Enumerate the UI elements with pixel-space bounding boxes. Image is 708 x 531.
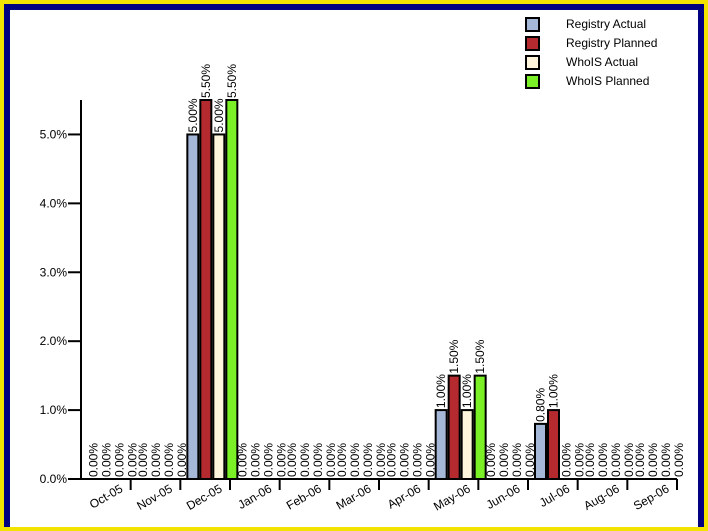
data-label-registry-actual-jun-06: 0.00% [484,443,498,477]
data-label-registry-planned-sep-06: 0.00% [646,443,660,477]
y-tick-label-1: 1.0% [40,403,68,417]
legend-swatch-whois-planned [525,74,540,89]
data-label-whois-planned-jun-06: 0.00% [523,443,537,477]
legend-label-whois-actual: WhoIS Actual [566,55,639,69]
data-label-whois-planned-feb-06: 0.00% [324,443,338,477]
data-label-whois-planned-nov-05: 0.00% [175,443,189,477]
bar-whois-actual-dec-05 [212,133,226,480]
bar-labels-layer: 0.00% 0.00% 0.00% 0.00%0.00% 0.00% 0.00% 0.00%… [87,64,686,477]
legend-swatch-registry-planned [525,36,540,51]
data-label-registry-planned-mar-06: 0.00% [348,443,362,477]
y-tick-label-3: 3.0% [40,265,68,279]
data-label-whois-actual-aug-06: 0.00% [609,443,623,477]
legend-swatch-registry-actual [525,17,540,32]
data-label-whois-planned-dec-05: 5.50% [225,64,239,98]
data-label-whois-actual-jan-06: 0.00% [262,443,276,477]
y-tick-label-2: 2.0% [40,334,68,348]
data-label-registry-actual-nov-05: 0.00% [136,443,150,477]
data-label-whois-planned-sep-06: 0.00% [672,443,686,477]
data-label-registry-actual-jan-06: 0.00% [236,443,250,477]
data-label-whois-planned-may-06: 1.50% [473,339,487,373]
data-label-registry-actual-apr-06: 0.00% [385,443,399,477]
data-label-registry-planned-jun-06: 0.00% [497,443,511,477]
bar-whois-actual-may-06 [460,409,474,480]
data-label-registry-planned-nov-05: 0.00% [149,443,163,477]
data-label-whois-actual-oct-05: 0.00% [113,443,127,477]
legend-label-registry-actual: Registry Actual [566,17,647,31]
plot-background [10,10,698,527]
data-label-registry-actual-aug-06: 0.00% [583,443,597,477]
legend-label-whois-planned: WhoIS Planned [566,74,650,88]
data-label-registry-actual-mar-06: 0.00% [335,443,349,477]
legend-swatch-whois-actual [525,55,540,70]
data-label-registry-planned-apr-06: 0.00% [398,443,412,477]
bar-registry-actual-dec-05 [186,133,200,480]
data-label-registry-actual-may-06: 1.00% [434,374,448,408]
data-label-registry-planned-feb-06: 0.00% [298,443,312,477]
data-label-registry-planned-jan-06: 0.00% [249,443,263,477]
data-label-whois-actual-dec-05: 5.00% [212,98,226,132]
data-label-registry-planned-jul-06: 1.00% [547,374,561,408]
data-label-registry-planned-dec-05: 5.50% [199,64,213,98]
data-label-registry-actual-sep-06: 0.00% [633,443,647,477]
data-label-whois-planned-aug-06: 0.00% [622,443,636,477]
data-label-whois-planned-mar-06: 0.00% [374,443,388,477]
bar-whois-planned-dec-05 [225,99,239,480]
data-label-registry-actual-feb-06: 0.00% [285,443,299,477]
data-label-whois-planned-oct-05: 0.00% [126,443,140,477]
bar-registry-planned-may-06 [447,374,461,480]
data-label-whois-actual-mar-06: 0.00% [361,443,375,477]
data-label-registry-planned-oct-05: 0.00% [100,443,114,477]
bar-registry-planned-jul-06 [547,409,560,480]
y-tick-label-5: 5.0% [40,127,68,141]
legend-label-registry-planned: Registry Planned [566,36,658,50]
data-label-whois-actual-apr-06: 0.00% [411,443,425,477]
data-label-whois-planned-apr-06: 0.00% [424,443,438,477]
data-label-whois-actual-sep-06: 0.00% [659,443,673,477]
data-label-whois-planned-jul-06: 0.00% [573,443,587,477]
data-label-whois-actual-feb-06: 0.00% [311,443,325,477]
data-label-registry-planned-aug-06: 0.00% [596,443,610,477]
data-label-whois-actual-jun-06: 0.00% [510,443,524,477]
data-label-whois-actual-jul-06: 0.00% [560,443,574,477]
data-label-whois-planned-jan-06: 0.00% [275,443,289,477]
data-label-registry-actual-jul-06: 0.80% [534,388,548,422]
y-tick-label-4: 4.0% [40,196,68,210]
data-label-registry-actual-oct-05: 0.00% [87,443,101,477]
data-label-whois-actual-nov-05: 0.00% [162,443,176,477]
y-tick-label-0: 0.0% [40,472,68,486]
bar-registry-planned-dec-05 [199,99,213,480]
data-label-whois-actual-may-06: 1.00% [460,374,474,408]
data-label-registry-actual-dec-05: 5.00% [186,98,200,132]
data-label-registry-planned-may-06: 1.50% [447,339,461,373]
